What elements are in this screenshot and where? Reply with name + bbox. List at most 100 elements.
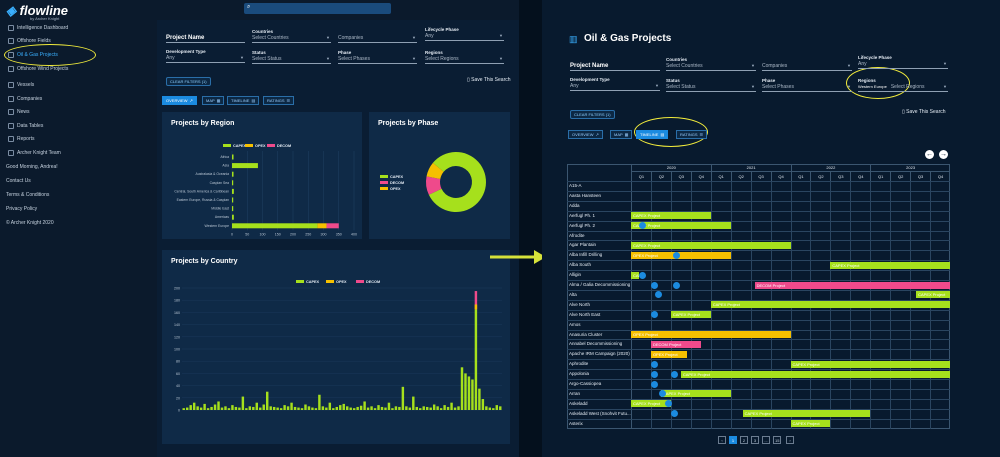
clear-filters-button[interactable]: CLEAR FILTERS (1)	[166, 77, 211, 86]
bar-capex[interactable]	[232, 223, 318, 229]
milestone-dot[interactable]	[638, 222, 646, 230]
gantt-bar-capex[interactable]: CAPEX Project	[790, 360, 950, 368]
sidebar-item-offshore-wind-projects[interactable]: Offshore Wind Projects	[8, 64, 68, 74]
sidebar-item-companies[interactable]: Companies	[8, 94, 42, 104]
lifecycle-select[interactable]: Any ▼	[858, 60, 948, 69]
bar-capex[interactable]	[182, 408, 185, 410]
bar-capex[interactable]	[311, 407, 314, 410]
bar-capex[interactable]	[495, 405, 498, 410]
milestone-dot[interactable]	[664, 400, 672, 408]
gantt-row-label[interactable]: Argo-Cassiopea	[569, 381, 602, 386]
bar-capex[interactable]	[232, 180, 234, 186]
bar-capex[interactable]	[429, 407, 432, 410]
bar-capex[interactable]	[439, 408, 443, 410]
footer-privacy[interactable]: Privacy Policy	[6, 206, 38, 212]
slice-capex[interactable]	[428, 152, 486, 212]
save-search-button[interactable]: ▯ Save This Search	[467, 77, 511, 83]
gantt-bar-capex[interactable]: CAPEX Project	[631, 271, 639, 279]
sidebar-item-intelligence-dashboard[interactable]: Intelligence Dashboard	[8, 23, 68, 33]
bar-capex[interactable]	[339, 405, 342, 410]
bar-decom[interactable]	[326, 223, 339, 229]
bar-capex[interactable]	[220, 407, 224, 410]
project-name-input[interactable]: Project Name	[166, 34, 245, 43]
bar-capex[interactable]	[346, 406, 349, 410]
gantt-bar-capex[interactable]: CAPEX Project	[660, 390, 731, 398]
milestone-dot[interactable]	[658, 390, 666, 398]
milestone-dot[interactable]	[650, 380, 658, 388]
gantt-bar-capex[interactable]: CAPEX Project	[631, 400, 671, 408]
legend-item-opex[interactable]: OPEX	[380, 187, 401, 191]
sidebar-item-reports[interactable]: Reports	[8, 134, 35, 144]
companies-select[interactable]: Companies ▼	[762, 62, 852, 71]
bar-opex[interactable]	[474, 304, 478, 310]
tab-overview[interactable]: OVERVIEW ↗	[162, 96, 197, 105]
bar-capex[interactable]	[290, 402, 293, 410]
bar-capex[interactable]	[321, 406, 325, 410]
bar-capex[interactable]	[227, 408, 231, 410]
page-button-15[interactable]: 15	[773, 436, 782, 444]
bar-capex[interactable]	[304, 404, 307, 410]
bar-capex[interactable]	[401, 386, 405, 410]
sidebar-item-offshore-fields[interactable]: Offshore Fields	[8, 36, 51, 46]
bar-capex[interactable]	[196, 406, 199, 410]
bar-decom[interactable]	[474, 291, 478, 310]
app-logo[interactable]: ◈ flowline	[6, 3, 69, 18]
next-arrow-icon[interactable]: →	[939, 150, 948, 159]
bar-capex[interactable]	[252, 406, 255, 410]
gantt-row-label[interactable]: Adda	[569, 202, 580, 208]
bar-capex[interactable]	[391, 408, 394, 410]
sidebar-item-archer-knight-team[interactable]: Archer Knight Team	[8, 148, 61, 158]
gantt-bar-decom[interactable]: DECOM Project	[650, 340, 701, 348]
bar-capex[interactable]	[398, 406, 401, 410]
bar-capex[interactable]	[232, 197, 234, 203]
gantt-bar-decom[interactable]: DECOM Project	[754, 281, 950, 289]
tab-ratings[interactable]: RATINGS ☰	[263, 96, 295, 105]
gantt-row-label[interactable]: Alligin	[569, 272, 582, 278]
milestone-dot[interactable]	[672, 281, 680, 289]
gantt-row-label[interactable]: Annabel Decommissioning	[569, 341, 623, 347]
bar-capex[interactable]	[405, 406, 408, 410]
gantt-bar-capex[interactable]: CAPEX Project	[710, 301, 950, 309]
legend-item-opex[interactable]: OPEX	[326, 280, 347, 284]
bar-capex[interactable]	[286, 406, 290, 410]
save-search-button[interactable]: ▯ Save This Search	[902, 109, 946, 115]
bar-capex[interactable]	[422, 406, 425, 410]
bar-capex[interactable]	[293, 406, 297, 410]
footer-contact[interactable]: Contact Us	[6, 178, 31, 184]
page-button-ellipsis[interactable]: ...	[762, 436, 770, 444]
legend-item-decom[interactable]: DECOM	[380, 181, 404, 185]
page-button-3[interactable]: 3	[751, 436, 759, 444]
bar-capex[interactable]	[276, 407, 279, 410]
gantt-row-label[interactable]: Aasta Hansteen	[569, 192, 602, 198]
bar-capex[interactable]	[248, 406, 252, 410]
project-name-input[interactable]: Project Name	[570, 62, 660, 71]
gantt-row-label[interactable]: Alba Infill Drilling	[569, 252, 603, 258]
bar-capex[interactable]	[419, 408, 422, 410]
page-button-1[interactable]: 1	[729, 436, 737, 444]
bar-capex[interactable]	[199, 407, 203, 410]
legend-item-decom[interactable]: DECOM	[356, 280, 380, 284]
bar-capex[interactable]	[232, 154, 234, 160]
bar-capex[interactable]	[332, 408, 335, 410]
bar-capex[interactable]	[342, 403, 345, 410]
gantt-bar-capex[interactable]: CAPEX Project	[790, 420, 831, 428]
bar-capex[interactable]	[232, 206, 234, 212]
bar-capex[interactable]	[373, 408, 377, 410]
bar-capex[interactable]	[457, 406, 460, 410]
sidebar-item-data-tables[interactable]: Data Tables	[8, 121, 43, 131]
bar-capex[interactable]	[377, 405, 380, 410]
slice-decom[interactable]	[426, 176, 442, 195]
milestone-dot[interactable]	[650, 311, 658, 319]
bar-capex[interactable]	[415, 406, 418, 410]
tab-map[interactable]: MAP ▦	[202, 96, 225, 105]
bar-capex[interactable]	[297, 407, 300, 410]
regions-select[interactable]: Select Regions ▼	[425, 55, 504, 64]
status-select[interactable]: Select Status ▼	[252, 55, 331, 64]
bar-capex[interactable]	[238, 407, 241, 410]
bar-capex[interactable]	[467, 376, 471, 410]
bar-capex[interactable]	[478, 388, 481, 410]
bar-capex[interactable]	[481, 399, 485, 410]
legend-item-capex[interactable]: CAPEX	[223, 144, 247, 148]
bar-capex[interactable]	[232, 171, 234, 177]
bar-capex[interactable]	[325, 407, 328, 410]
